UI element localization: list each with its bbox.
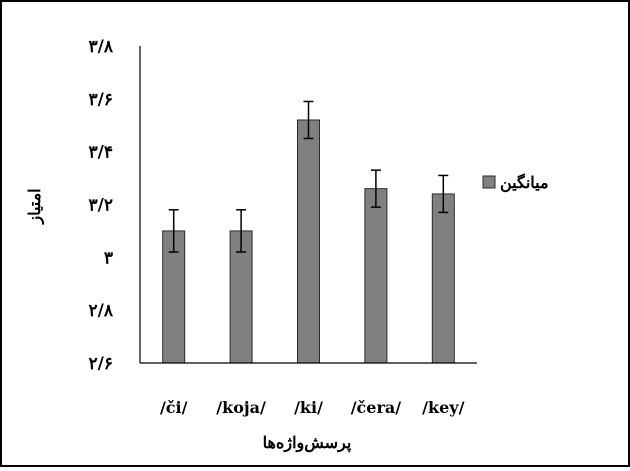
- x-tick-label: /ki/: [294, 398, 323, 417]
- y-tick-label: ۲/۶: [89, 354, 113, 374]
- error-bar: [438, 174, 449, 214]
- error-bar: [303, 100, 314, 140]
- y-tick-label: ۳/۶: [89, 90, 113, 110]
- y-tick-label: ۳/۲: [89, 196, 113, 216]
- y-tick-label: ۲/۸: [89, 301, 114, 321]
- legend-label: میانگین: [500, 173, 549, 193]
- y-tick-label: ۳: [104, 248, 113, 268]
- bar: [364, 188, 388, 364]
- legend: میانگین: [482, 173, 549, 193]
- bars-group: [162, 119, 455, 364]
- error-bar: [370, 169, 381, 208]
- x-tick-label: /koja/: [216, 398, 266, 417]
- y-tick-label: ۳/۸: [89, 37, 114, 57]
- x-tick-labels: /či/ /koja/ /ki/ /čera/ /key/: [160, 398, 465, 417]
- error-bar: [236, 209, 247, 253]
- bar: [431, 193, 455, 364]
- bar: [297, 119, 320, 364]
- error-bars-group: [168, 100, 449, 253]
- y-tick-labels: ۲/۶ ۲/۸ ۳ ۳/۲ ۳/۴ ۳/۶ ۳/۸: [89, 37, 114, 374]
- y-tick-label: ۳/۴: [89, 143, 113, 163]
- x-tick-label: /key/: [422, 398, 464, 417]
- error-bar: [168, 209, 179, 253]
- y-axis-title: امتیاز: [25, 188, 45, 224]
- x-tick-label: /čera/: [351, 398, 402, 417]
- x-tick-label: /či/: [160, 398, 188, 417]
- x-axis-title: پرسش‌واژه‌ها: [263, 433, 352, 453]
- legend-swatch: [482, 175, 496, 189]
